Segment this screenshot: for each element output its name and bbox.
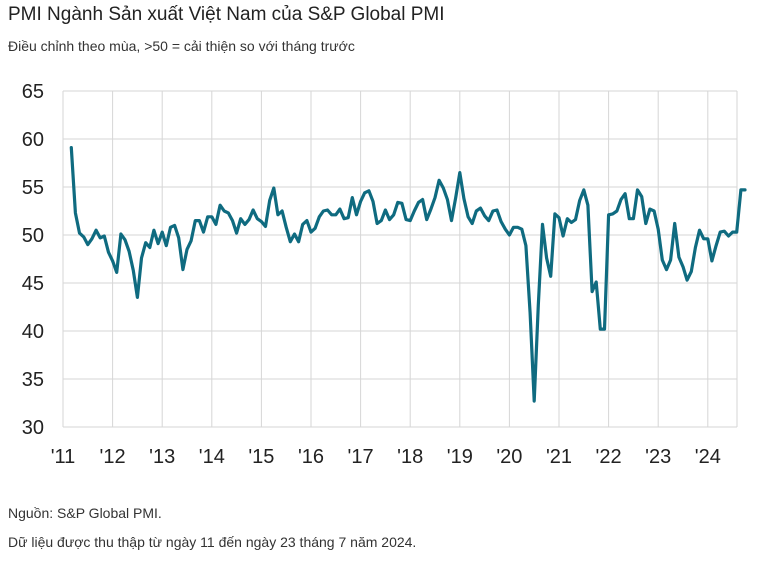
x-tick-label: '14: [199, 446, 225, 468]
x-tick-label: '13: [149, 446, 175, 468]
x-tick-label: '23: [645, 446, 671, 468]
y-tick-label: 55: [22, 177, 44, 199]
y-tick-label: 30: [22, 417, 44, 439]
x-tick-label: '24: [695, 446, 721, 468]
x-tick-label: '16: [298, 446, 324, 468]
data-collection-note: Dữ liệu được thu thập từ ngày 11 đến ngà…: [8, 534, 417, 550]
x-tick-label: '11: [51, 446, 76, 468]
chart-subtitle: Điều chỉnh theo mùa, >50 = cải thiện so …: [8, 38, 355, 54]
grid: [62, 90, 738, 428]
series-group: [69, 146, 747, 403]
y-tick-label: 60: [22, 129, 44, 151]
x-tick-label: '12: [100, 446, 126, 468]
x-tick-label: '17: [348, 446, 374, 468]
x-tick-label: '18: [397, 446, 423, 468]
x-tick-label: '22: [596, 446, 622, 468]
pmi-series-line: [69, 146, 747, 403]
source-note: Nguồn: S&P Global PMI.: [8, 505, 162, 521]
x-tick-label: '20: [496, 446, 522, 468]
y-tick-label: 45: [22, 273, 44, 295]
y-axis: 30 35 40 45 50 55 60 65: [22, 81, 44, 439]
x-tick-label: '19: [447, 446, 473, 468]
y-tick-label: 50: [22, 225, 44, 247]
y-tick-label: 35: [22, 369, 44, 391]
x-tick-label: '15: [248, 446, 274, 468]
chart-title: PMI Ngành Sản xuất Việt Nam của S&P Glob…: [8, 4, 445, 25]
y-tick-label: 40: [22, 321, 44, 343]
y-tick-label: 65: [22, 81, 44, 103]
x-tick-label: '21: [546, 446, 572, 468]
x-axis: '11 '12 '13 '14 '15 '16 '17 '18 '19 '20 '21 '22 '23 '…: [51, 446, 721, 468]
